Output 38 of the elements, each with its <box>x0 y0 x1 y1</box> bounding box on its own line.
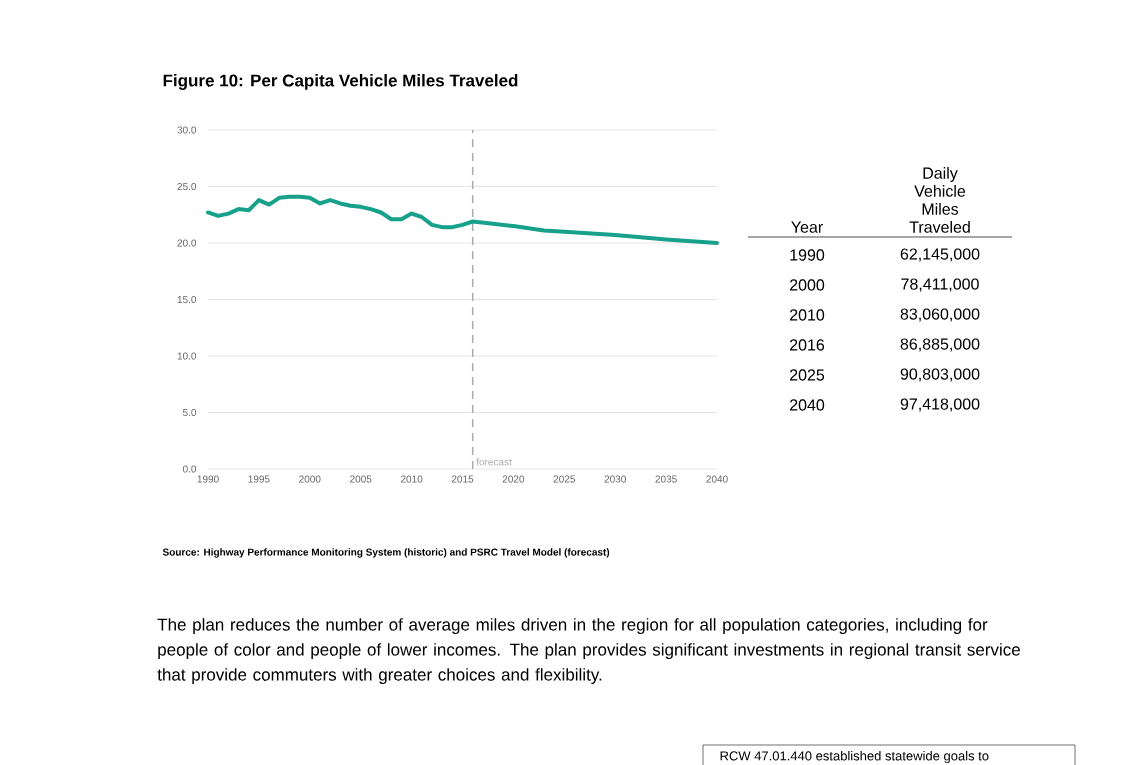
text: 2040 <box>790 399 825 411</box>
x-tick-label: 2000 <box>299 475 321 483</box>
y-tick-label: 0.0 <box>182 465 197 473</box>
text: 2010 <box>790 309 825 321</box>
x-tick-label: 2035 <box>655 475 677 483</box>
x-tick-label: 2020 <box>502 475 525 483</box>
text: 2016 <box>790 339 825 351</box>
y-tick-label: 20.0 <box>177 239 197 247</box>
text: 90,803,000 <box>900 368 980 382</box>
text: 2025 <box>790 369 825 381</box>
x-tick-label: 2010 <box>400 475 423 483</box>
x-tick-label: 1995 <box>248 475 270 483</box>
text: Daily Vehicle Miles Traveled <box>909 167 970 233</box>
x-tick-label: 2015 <box>451 475 474 483</box>
text: 83,060,000 <box>900 308 980 322</box>
y-tick-label: 10.0 <box>177 352 197 360</box>
x-tick-label: 2005 <box>350 475 372 483</box>
chart-title: Figure 10: Per Capita Vehicle Miles Traveled <box>163 74 518 90</box>
text: RCW 47.01.440 established statewide goals to <box>720 750 989 764</box>
text: Year <box>791 221 823 233</box>
x-tick-label: 2040 <box>706 475 728 483</box>
x-tick-label: 2030 <box>604 475 626 483</box>
y-tick-label: 25.0 <box>177 182 197 191</box>
text: 86,885,000 <box>900 338 980 352</box>
y-tick-label: 15.0 <box>177 295 197 304</box>
y-tick-label: 30.0 <box>177 126 197 134</box>
x-tick-label: 1990 <box>197 475 219 483</box>
y-tick-label: 5.0 <box>182 408 197 417</box>
text: 62,145,000 <box>900 248 980 262</box>
ref-line-label: forecast <box>476 458 512 466</box>
text: The plan reduces the number of average miles driven in the region for all population categories, including for people of color and people of lower incomes. The plan provides significant investments in regional transit service that provide commuters with greater choices and flexibility. <box>157 618 1020 685</box>
text: 78,411,000 <box>901 278 979 292</box>
text: 2000 <box>790 279 825 291</box>
text: 97,418,000 <box>900 398 980 412</box>
line-series <box>206 194 719 245</box>
source-note: Source: Highway Performance Monitoring System (historic) and PSRC Travel Model (forecast) <box>162 548 610 558</box>
text: 1990 <box>790 249 825 261</box>
x-tick-label: 2025 <box>553 475 575 483</box>
